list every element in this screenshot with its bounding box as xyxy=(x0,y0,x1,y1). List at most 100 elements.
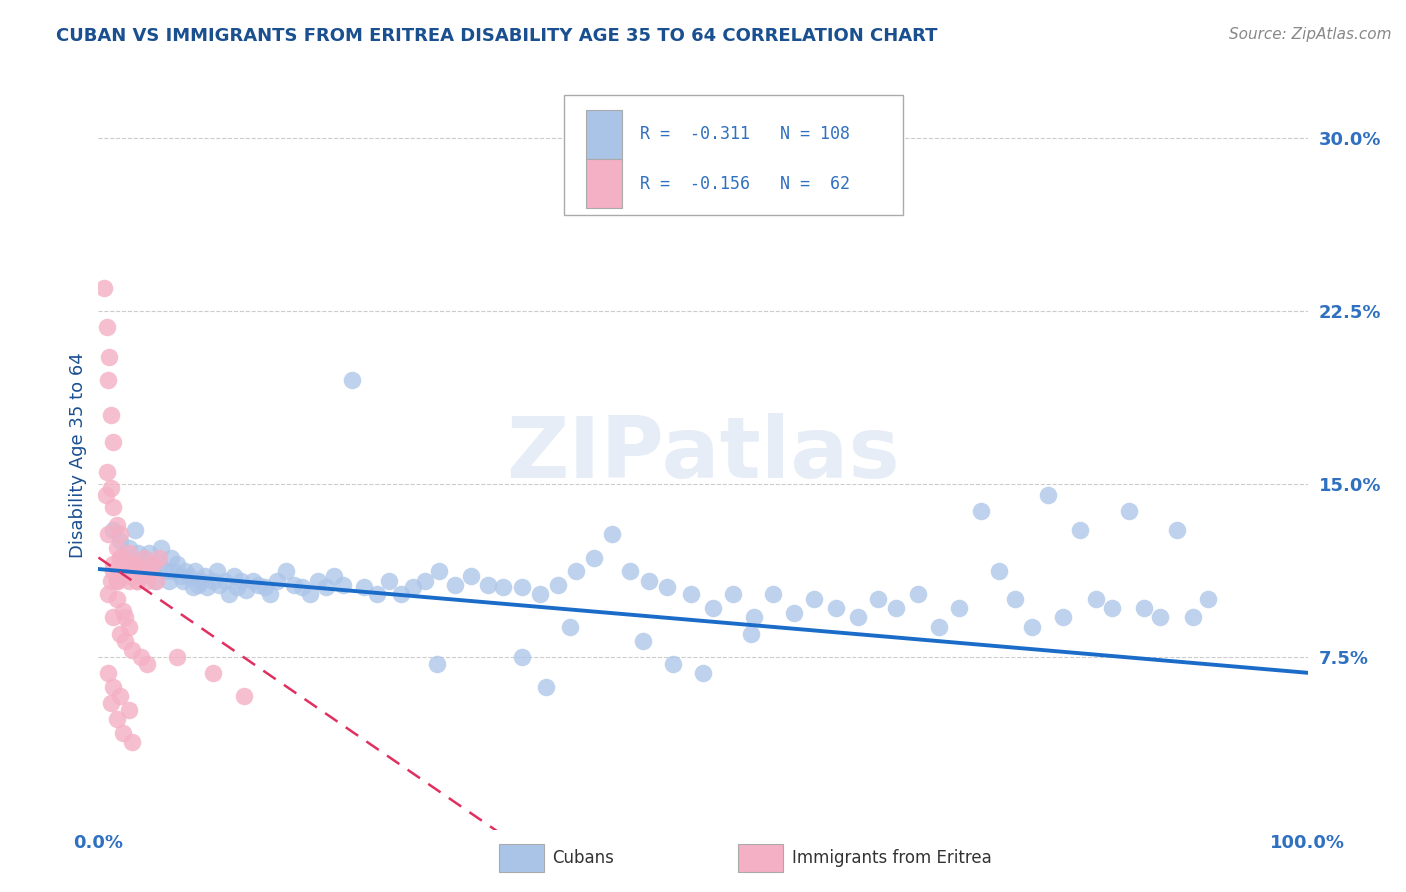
Point xyxy=(377,574,399,588)
Y-axis label: Disability Age 35 to 64: Disability Age 35 to 64 xyxy=(69,352,87,558)
Point xyxy=(121,565,143,579)
Point xyxy=(208,578,231,592)
Point xyxy=(97,373,120,387)
Point xyxy=(886,601,908,615)
Point xyxy=(114,610,136,624)
FancyBboxPatch shape xyxy=(586,110,621,159)
Point xyxy=(692,665,714,680)
Point xyxy=(100,481,122,495)
Point xyxy=(101,558,124,572)
Point xyxy=(114,633,136,648)
Point xyxy=(868,592,890,607)
Point xyxy=(138,565,160,579)
Point xyxy=(142,558,165,572)
Point xyxy=(166,558,188,572)
Point xyxy=(114,569,136,583)
Point xyxy=(232,689,254,703)
Point xyxy=(1004,592,1026,607)
Point xyxy=(492,581,515,595)
Point xyxy=(323,569,346,583)
Point xyxy=(105,712,128,726)
Point xyxy=(195,581,218,595)
Point xyxy=(1133,601,1156,615)
Point xyxy=(100,574,122,588)
Point xyxy=(247,578,270,592)
Point xyxy=(118,620,141,634)
Point xyxy=(160,550,183,565)
Point xyxy=(205,565,228,579)
Point xyxy=(547,578,569,592)
Point xyxy=(1149,610,1171,624)
Point xyxy=(290,581,312,595)
Point xyxy=(259,587,281,601)
Point xyxy=(169,569,191,583)
Point xyxy=(121,642,143,657)
Point xyxy=(762,587,785,601)
Point xyxy=(101,500,124,514)
Point xyxy=(583,550,606,565)
Point xyxy=(96,465,118,479)
Point xyxy=(242,574,264,588)
Point xyxy=(988,565,1011,579)
Point xyxy=(274,565,297,579)
Point xyxy=(1197,592,1219,607)
Point xyxy=(118,541,141,556)
Point xyxy=(429,565,451,579)
Point xyxy=(111,558,134,572)
Point xyxy=(389,587,412,601)
Point xyxy=(108,689,131,703)
Point xyxy=(565,565,588,579)
Point xyxy=(510,581,533,595)
Point xyxy=(166,649,188,664)
Point xyxy=(121,565,143,579)
Point xyxy=(127,574,149,588)
Point xyxy=(111,725,134,739)
Point xyxy=(93,281,115,295)
Point xyxy=(342,373,364,387)
Point xyxy=(135,565,157,579)
Point xyxy=(308,574,330,588)
Point xyxy=(702,601,724,615)
Point xyxy=(202,574,225,588)
Point xyxy=(157,574,180,588)
Point xyxy=(97,527,120,541)
Point xyxy=(114,550,136,565)
Point xyxy=(127,546,149,560)
Point xyxy=(101,565,124,579)
Point xyxy=(148,550,170,565)
Point xyxy=(825,601,848,615)
Point xyxy=(202,665,225,680)
Point xyxy=(723,587,745,601)
Text: Cubans: Cubans xyxy=(553,849,614,867)
Point xyxy=(127,574,149,588)
Point xyxy=(510,649,533,664)
Point xyxy=(353,581,375,595)
Point xyxy=(444,578,467,592)
Point xyxy=(214,574,236,588)
Point xyxy=(742,610,765,624)
Point xyxy=(108,534,131,549)
Point xyxy=(1052,610,1074,624)
Point xyxy=(534,680,557,694)
Point xyxy=(97,587,120,601)
Point xyxy=(413,574,436,588)
Point xyxy=(97,665,120,680)
Point xyxy=(101,610,124,624)
Point xyxy=(150,541,173,556)
Point xyxy=(907,587,929,601)
Point xyxy=(619,565,641,579)
Point xyxy=(129,649,152,664)
Point xyxy=(148,558,170,572)
Point xyxy=(266,574,288,588)
Point xyxy=(187,578,209,592)
Point xyxy=(111,603,134,617)
Point xyxy=(111,550,134,565)
Point xyxy=(100,408,122,422)
Point xyxy=(101,680,124,694)
Point xyxy=(124,523,146,537)
Point xyxy=(679,587,702,601)
FancyBboxPatch shape xyxy=(586,160,621,208)
Point xyxy=(194,569,217,583)
Point xyxy=(124,558,146,572)
Point xyxy=(1166,523,1188,537)
